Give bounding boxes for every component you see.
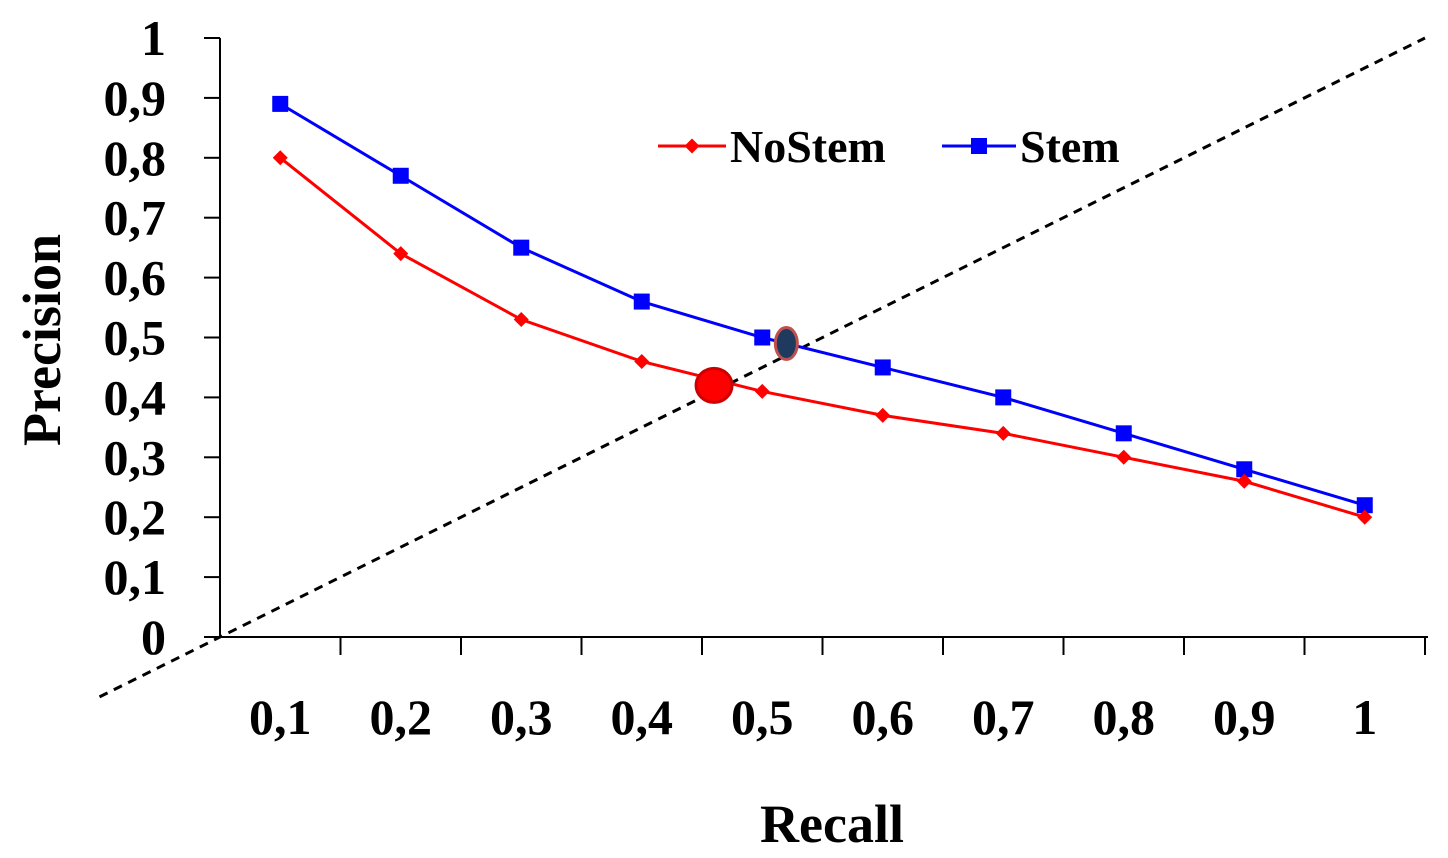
- data-point-nostem: [995, 425, 1011, 441]
- data-point-nostem: [875, 407, 891, 423]
- x-tick-label: 0,2: [370, 689, 433, 745]
- legend-label-nostem: NoStem: [730, 121, 886, 172]
- x-tick-label: 0,6: [852, 689, 915, 745]
- data-point-stem: [392, 167, 409, 184]
- y-tick-label: 1: [141, 10, 166, 66]
- y-tick-label: 0,2: [104, 489, 167, 545]
- y-tick-label: 0,7: [104, 190, 167, 246]
- data-point-stem: [874, 359, 891, 376]
- series-line-nostem: [279, 156, 1366, 519]
- series-nostem: [272, 150, 1373, 525]
- data-point-nostem: [1116, 449, 1132, 465]
- series-line-stem: [279, 102, 1366, 507]
- highlight-layer: [694, 325, 799, 404]
- y-tick-label: 0,1: [104, 549, 167, 605]
- data-point-nostem: [393, 246, 409, 262]
- y-tick-label: 0: [141, 609, 166, 665]
- x-tick-label: 0,9: [1213, 689, 1276, 745]
- data-point-nostem: [634, 353, 650, 369]
- data-point-nostem: [1357, 509, 1373, 525]
- x-tick-label: 0,3: [490, 689, 553, 745]
- y-tick-label: 0,5: [104, 310, 167, 366]
- reference-line-layer: [98, 36, 1426, 699]
- data-point-stem: [1356, 497, 1373, 514]
- ticks-layer: 00,10,20,30,40,50,60,70,80,910,1 0,2 0,3 0,…: [104, 10, 1426, 745]
- data-point-stem: [995, 389, 1012, 406]
- data-point-nostem: [1236, 473, 1252, 489]
- y-axis-title: Precision: [12, 234, 72, 446]
- y-tick-label: 0,3: [104, 429, 167, 485]
- data-point-nostem: [513, 312, 529, 328]
- y-tick-label: 0,8: [104, 130, 167, 186]
- data-point-stem: [633, 293, 650, 310]
- series-stem: [272, 95, 1373, 514]
- breakeven-point-nostem: [694, 366, 734, 404]
- data-point-nostem: [754, 383, 770, 399]
- legend-marker-nostem: [684, 138, 700, 154]
- x-axis-title: Recall: [760, 794, 904, 854]
- data-point-stem: [754, 329, 771, 346]
- reference-diagonal-line: [98, 36, 1426, 699]
- data-point-nostem: [272, 150, 288, 166]
- data-point-stem: [272, 95, 289, 112]
- x-tick-label: 0,1: [249, 689, 312, 745]
- y-tick-label: 0,6: [104, 250, 167, 306]
- legend: NoStem Stem: [658, 121, 1120, 172]
- data-point-stem: [513, 239, 530, 256]
- x-tick-label: 0,7: [972, 689, 1035, 745]
- y-tick-label: 0,4: [104, 369, 167, 425]
- data-point-stem: [1115, 425, 1132, 442]
- x-tick-label: 0,5: [731, 689, 794, 745]
- legend-marker-stem: [971, 138, 987, 154]
- breakeven-point-stem: [773, 325, 799, 361]
- x-tick-label: 1: [1352, 689, 1377, 745]
- legend-label-stem: Stem: [1020, 121, 1120, 172]
- x-tick-label: 0,4: [611, 689, 674, 745]
- x-tick-label: 0,8: [1093, 689, 1156, 745]
- series-layer: [272, 95, 1373, 525]
- y-tick-label: 0,9: [104, 70, 167, 126]
- data-point-stem: [1236, 461, 1253, 478]
